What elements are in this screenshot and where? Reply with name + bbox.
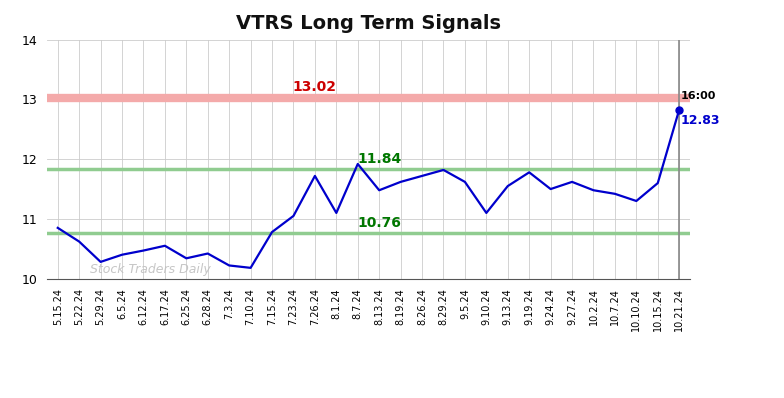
Text: 13.02: 13.02 [293,80,337,94]
Text: 12.83: 12.83 [681,114,720,127]
Text: 11.84: 11.84 [357,152,401,166]
Text: Stock Traders Daily: Stock Traders Daily [90,263,211,276]
Text: 16:00: 16:00 [681,91,716,101]
Text: 10.76: 10.76 [358,216,401,230]
Title: VTRS Long Term Signals: VTRS Long Term Signals [236,14,501,33]
